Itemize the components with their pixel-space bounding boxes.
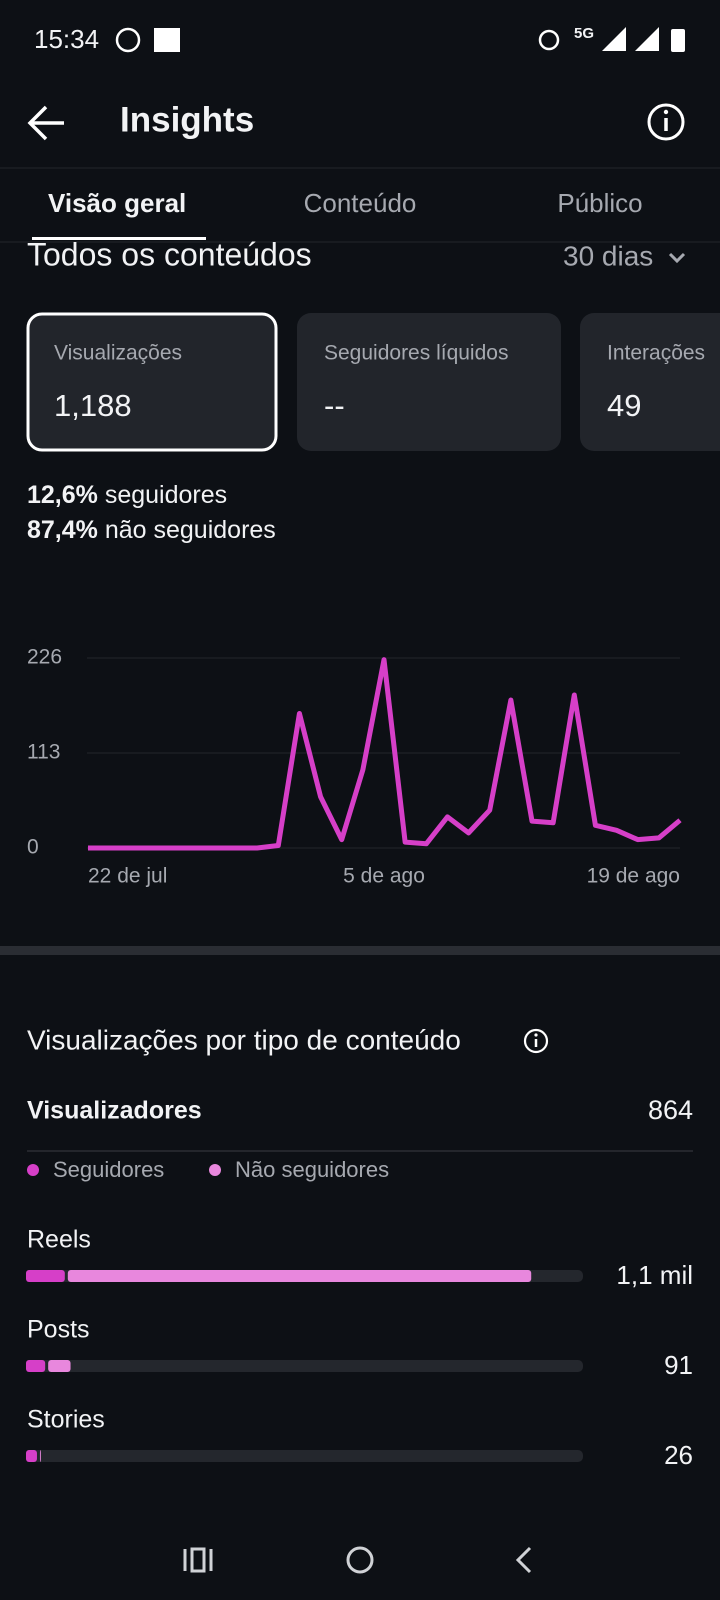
bar-segment — [39, 1450, 41, 1462]
category-label: Stories — [27, 1406, 105, 1434]
legend-dot — [27, 1164, 39, 1176]
info-icon[interactable] — [523, 1028, 549, 1054]
card-value: 1,188 — [54, 388, 132, 423]
page-title: Insights — [120, 100, 254, 139]
nav-back[interactable] — [515, 1546, 532, 1574]
split-label: não seguidores — [105, 516, 276, 544]
total-label: 91 — [664, 1350, 693, 1380]
x-tick-label: 5 de ago — [343, 865, 425, 888]
info-button[interactable] — [647, 103, 685, 141]
back-button[interactable] — [27, 105, 64, 141]
bar-segment — [48, 1360, 71, 1372]
category-label: Posts — [27, 1316, 90, 1344]
whatsapp-icon — [115, 27, 141, 53]
x-tick-label: 22 de jul — [88, 865, 167, 888]
line — [88, 657, 682, 851]
notification-icon — [154, 28, 180, 52]
section-title: Visualizações por tipo de conteúdo — [27, 1024, 461, 1055]
card-value: -- — [324, 388, 345, 423]
signal-icon — [635, 27, 659, 51]
legend-dot — [209, 1164, 221, 1176]
x-tick-label: 19 de ago — [587, 865, 680, 888]
y-tick-label: 0 — [27, 836, 39, 859]
chevron — [668, 252, 686, 264]
card-label: Interações — [607, 342, 705, 365]
bar-segment — [67, 1270, 532, 1282]
split-line: 87,4% não seguidores — [27, 516, 276, 544]
tab[interactable]: Público — [557, 188, 642, 218]
battery-icon — [671, 29, 685, 52]
nav-home[interactable] — [346, 1546, 374, 1574]
network-label: 5G — [574, 25, 594, 42]
tab[interactable]: Visão geral — [48, 188, 186, 218]
viewers-value: 864 — [648, 1095, 693, 1125]
legend-label: Não seguidores — [235, 1157, 389, 1182]
split-pct: 12,6% — [27, 481, 98, 509]
y-tick-label: 113 — [27, 741, 60, 764]
total-label: 1,1 mil — [616, 1260, 693, 1290]
section-title: Todos os conteúdos — [27, 236, 312, 272]
bar-segment — [26, 1450, 37, 1462]
card-label: Visualizações — [54, 342, 182, 365]
tab[interactable]: Conteúdo — [304, 188, 417, 218]
card-label: Seguidores líquidos — [324, 342, 508, 365]
bar-segment — [26, 1360, 46, 1372]
period-selector[interactable]: 30 dias — [563, 240, 653, 271]
card[interactable] — [26, 312, 278, 452]
viewers-label: Visualizadores — [27, 1097, 202, 1125]
split-label: seguidores — [105, 481, 227, 509]
total-label: 26 — [664, 1440, 693, 1470]
card[interactable] — [580, 313, 720, 451]
legend-label: Seguidores — [53, 1157, 164, 1182]
signal-icon — [602, 27, 626, 51]
clock: 15:34 — [34, 24, 99, 54]
tab-indicator — [32, 237, 206, 240]
bar-track — [26, 1450, 583, 1462]
split-pct: 87,4% — [27, 516, 98, 544]
nav-recents[interactable] — [183, 1547, 213, 1573]
card[interactable] — [297, 313, 561, 451]
category-label: Reels — [27, 1226, 91, 1254]
alarm-icon — [538, 29, 560, 51]
split-line: 12,6% seguidores — [27, 481, 227, 509]
card-value: 49 — [607, 388, 641, 423]
y-tick-label: 226 — [27, 646, 62, 669]
bar-track — [26, 1360, 583, 1372]
bar-segment — [26, 1270, 65, 1282]
section-divider — [0, 946, 720, 955]
